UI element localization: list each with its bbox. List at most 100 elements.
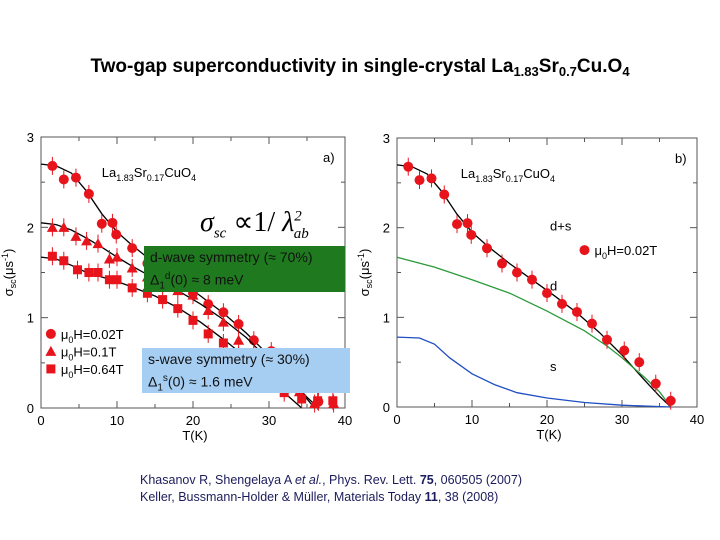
data-point [414, 175, 425, 186]
data-point [96, 218, 107, 229]
data-point [497, 258, 507, 269]
y-tick-label: 3 [27, 130, 34, 145]
data-point [47, 251, 57, 261]
data-point [70, 230, 82, 241]
y-tick-label: 3 [383, 131, 390, 146]
d-wave-gap: Δ1d(0) ≈ 8 meV [150, 271, 244, 292]
d-wave-label: d-wave symmetry (≈ 70%) [150, 249, 313, 265]
y-tick-label: 1 [383, 310, 390, 325]
y-tick-label: 2 [383, 221, 390, 236]
data-point [92, 238, 104, 249]
y-axis-label: σsc(μs-1) [0, 249, 18, 297]
data-point [111, 229, 122, 240]
reference-1: Khasanov R, Shengelaya A et al., Phys. R… [140, 473, 522, 487]
data-point [634, 357, 645, 368]
s-wave-gap: Δ1s(0) ≈ 1.6 meV [148, 373, 253, 394]
data-point [233, 318, 244, 329]
data-point [158, 295, 168, 305]
data-point [602, 334, 612, 345]
data-point [202, 304, 214, 315]
x-tick-label: 10 [465, 412, 479, 427]
data-point [466, 229, 477, 240]
legend-marker [45, 328, 56, 339]
x-tick-label: 40 [338, 413, 352, 428]
x-tick-label: 30 [262, 413, 276, 428]
panel-label: a) [323, 150, 335, 165]
data-point [587, 318, 597, 329]
panel-label: b) [675, 151, 687, 166]
x-tick-label: 10 [110, 413, 124, 428]
data-point [572, 306, 582, 317]
legend-marker [45, 345, 57, 356]
data-point [104, 275, 114, 285]
data-point [72, 265, 82, 275]
curve-label-s: s [550, 359, 557, 374]
formula-annotation: σsc ∝1/ λ2ab [200, 207, 309, 242]
data-point [58, 221, 70, 232]
legend-entry: μ0H=0.64T [61, 362, 124, 380]
data-point [650, 378, 661, 389]
data-point [84, 268, 94, 277]
curve-label-d: d [550, 278, 557, 293]
data-point [107, 217, 118, 228]
data-point [542, 288, 552, 299]
legend-entry: μ0H=0.02T [61, 327, 124, 345]
y-axis-label: σsc(μs-1) [356, 249, 374, 297]
data-point [188, 315, 198, 325]
data-point [313, 396, 323, 406]
data-point [93, 268, 103, 277]
legend-marker [579, 245, 590, 256]
data-point [403, 161, 414, 172]
data-point [328, 396, 338, 406]
data-point [452, 219, 462, 230]
x-axis-label: T(K) [182, 428, 207, 443]
data-point [173, 304, 183, 314]
data-point [248, 335, 259, 346]
data-point [426, 173, 437, 184]
data-point [297, 394, 307, 404]
data-point [557, 298, 567, 309]
data-point [665, 395, 676, 406]
data-point [126, 262, 138, 273]
data-point [203, 329, 213, 339]
data-point [527, 274, 537, 285]
data-point [59, 256, 69, 266]
fit-curve-s [396, 336, 671, 408]
fit-curve-d+s [396, 164, 672, 408]
y-tick-label: 0 [383, 400, 390, 415]
x-tick-label: 20 [540, 412, 554, 427]
data-point [111, 251, 123, 262]
x-tick-label: 0 [393, 412, 400, 427]
data-point [58, 174, 69, 185]
y-tick-label: 0 [27, 401, 34, 416]
s-wave-annotation-box: s-wave symmetry (≈ 30%) Δ1s(0) ≈ 1.6 meV [142, 348, 350, 393]
fit-curve-d [396, 256, 672, 408]
curve-label-d-plus-s: d+s [550, 218, 572, 233]
references: Khasanov R, Shengelaya A et al., Phys. R… [140, 472, 522, 506]
data-point [218, 338, 228, 348]
data-point [46, 221, 58, 232]
data-point [127, 283, 137, 293]
chart-panel-b: 0 10 20 30 40 0 1 2 3 T(K) σsc(μs-1) b) La1.83Sr0.17… [356, 131, 704, 442]
data-point [218, 307, 229, 318]
data-point [142, 288, 152, 298]
x-tick-label: 20 [186, 413, 200, 428]
data-point [233, 334, 245, 345]
data-point [70, 172, 81, 183]
data-point [482, 243, 492, 254]
data-point [81, 235, 93, 246]
data-point [217, 316, 229, 327]
data-point [83, 188, 94, 199]
x-tick-label: 40 [690, 412, 704, 427]
data-point [127, 243, 138, 254]
legend-marker [46, 364, 56, 374]
compound-label: La1.83Sr0.17CuO4 [461, 166, 555, 184]
x-tick-label: 30 [615, 412, 629, 427]
data-point [112, 275, 122, 285]
data-point [47, 160, 58, 171]
reference-2: Keller, Bussmann-Holder & Müller, Materi… [140, 490, 499, 504]
legend-entry: μ0H=0.02T [595, 243, 658, 261]
s-wave-label: s-wave symmetry (≈ 30%) [148, 351, 310, 367]
x-axis-label: T(K) [536, 427, 561, 442]
